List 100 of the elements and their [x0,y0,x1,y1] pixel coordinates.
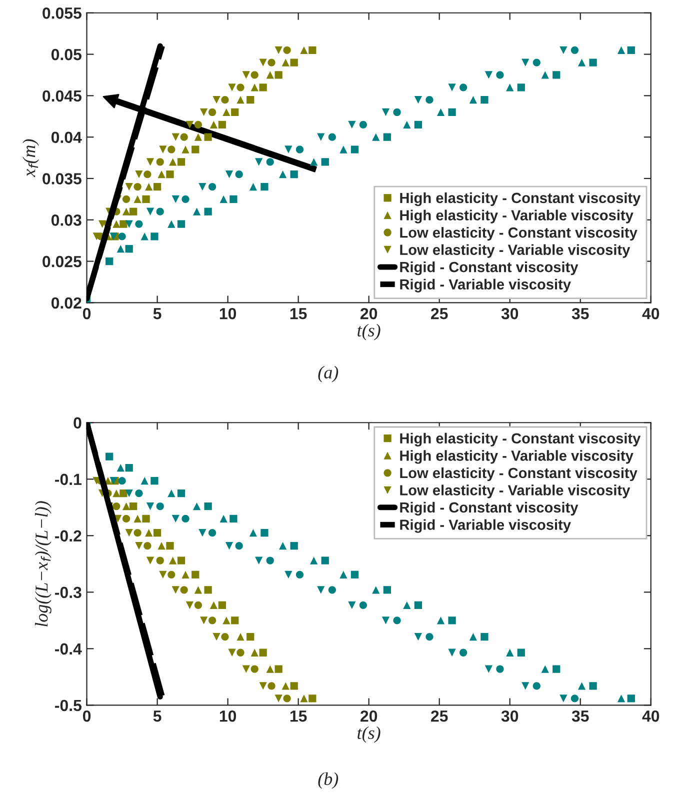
point [522,58,530,66]
point [627,46,635,54]
point [204,208,212,216]
point [296,146,304,154]
point [317,586,325,594]
point [150,477,158,485]
point [266,556,274,564]
point [242,665,250,673]
point [250,665,258,673]
point [448,108,456,116]
point [255,158,263,166]
point [278,542,287,550]
point [266,665,274,673]
point [403,120,411,128]
point [260,529,268,537]
point [146,556,154,564]
point [192,146,200,154]
point [112,220,120,228]
x-tick-label: 15 [290,308,307,320]
y-tick-label: 0.05 [51,48,82,60]
point [274,46,282,54]
point [403,601,411,609]
point [484,665,493,673]
point [159,570,167,578]
x-tick-label: 35 [572,710,589,722]
legend-label: Low elasticity - Constant viscosity [400,467,638,482]
point [480,632,488,641]
point [168,556,177,564]
x-tick-label: 20 [360,710,378,722]
x-tick-label: 15 [290,710,307,722]
y-tick-label: 0.03 [51,214,82,226]
point [116,464,124,472]
point [496,71,504,79]
point [328,586,336,594]
point [259,682,267,690]
point [296,570,304,578]
point [222,616,230,624]
point [182,514,190,523]
point [212,96,220,104]
point [194,586,202,594]
point [112,489,120,498]
point [266,158,274,166]
point [460,84,468,92]
point [484,71,493,79]
x-tick-label: 10 [220,308,236,320]
point [156,158,164,166]
point [156,208,164,216]
point [284,146,292,154]
x-tick-label: 25 [431,308,448,320]
point [627,694,635,702]
point [180,133,188,141]
point [156,556,164,564]
point [278,170,287,178]
point [150,232,158,240]
point [194,601,202,609]
point [283,46,291,54]
point [250,71,258,79]
legend-label: Low elasticity - Variable viscosity [400,244,630,258]
legend-label: Rigid - Constant viscosity [400,502,578,516]
point [522,682,530,690]
point [135,489,143,498]
point [168,220,176,228]
point [159,146,167,154]
point [300,694,308,702]
y-tick-label: -0.3 [55,586,82,598]
legend-label: High elasticity - Variable viscosity [400,450,634,464]
point [426,632,434,641]
point [220,514,228,523]
point [541,71,549,79]
point [134,195,142,203]
point [589,682,597,690]
point [310,158,318,166]
point [225,170,234,178]
point [218,120,226,128]
point [231,616,239,624]
point [130,502,138,510]
point [125,464,133,472]
point [212,632,220,641]
point [221,632,229,641]
point [589,58,597,66]
point [350,146,359,154]
point [182,570,190,578]
point [146,158,154,166]
point [266,71,274,79]
text: (b) [318,772,338,789]
point [134,529,142,537]
point [125,245,133,253]
point [198,529,206,537]
y-tick-label: 0.045 [42,90,82,102]
point [506,84,514,92]
point [235,170,243,178]
point [158,170,166,178]
point [372,586,380,594]
point [560,46,568,54]
point [268,58,276,66]
point [259,84,267,92]
y-tick-label: -0.2 [55,530,82,542]
x-tick-label: 30 [501,308,518,320]
point [414,120,422,128]
point [186,120,194,128]
